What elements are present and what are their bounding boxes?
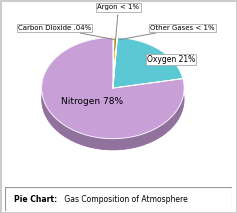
FancyBboxPatch shape: [5, 187, 232, 211]
Polygon shape: [113, 37, 183, 88]
Polygon shape: [113, 37, 117, 88]
Text: Gas Composition of Atmosphere: Gas Composition of Atmosphere: [62, 195, 187, 204]
Polygon shape: [113, 37, 117, 88]
Text: Other Gases < 1%: Other Gases < 1%: [120, 25, 214, 40]
Text: Argon < 1%: Argon < 1%: [97, 4, 140, 50]
Text: Carbon Dioxide .04%: Carbon Dioxide .04%: [18, 25, 114, 40]
Text: Pie Chart:: Pie Chart:: [14, 195, 57, 204]
Text: Oxygen 21%: Oxygen 21%: [147, 55, 195, 64]
Polygon shape: [42, 37, 184, 150]
Polygon shape: [42, 37, 184, 139]
Text: Nitrogen 78%: Nitrogen 78%: [61, 97, 123, 106]
Polygon shape: [113, 37, 117, 88]
Ellipse shape: [42, 49, 184, 150]
